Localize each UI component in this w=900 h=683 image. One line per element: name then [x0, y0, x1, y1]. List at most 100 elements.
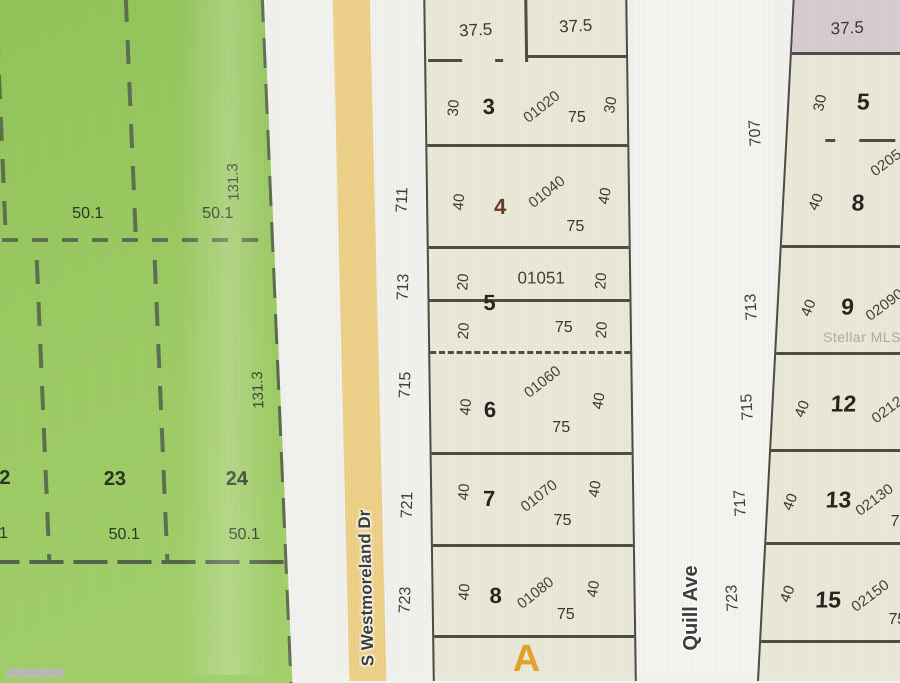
lot-5-front: 20 — [454, 272, 473, 292]
dim-label: 50.1 — [228, 526, 261, 543]
lot-8-front2: 40 — [583, 579, 604, 599]
parcel-boundary-line — [0, 33, 8, 235]
street-number-717-quill: 717 — [731, 489, 750, 517]
lot-8-number: 8 — [489, 583, 502, 608]
lot-4-cell[interactable]: 40 4 01040 40 75 — [427, 147, 629, 249]
right-lot-12-number: 12 — [830, 390, 858, 417]
street-number-711: 711 — [393, 186, 412, 214]
center-parcel-block[interactable]: 37.5 37.5 30 3 01020 75 30 40 4 01040 40… — [423, 0, 637, 681]
left-lot-24-number: 24 — [225, 468, 249, 490]
parcel-boundary-line — [0, 560, 288, 564]
lot-4-front: 40 — [450, 192, 469, 212]
parcel-id-0212: 0212 — [868, 393, 900, 427]
parcel-boundary-line — [0, 238, 274, 242]
lot-8-front: 40 — [455, 582, 474, 602]
street-number-715: 715 — [396, 371, 415, 399]
right-lot-9-number: 9 — [840, 293, 855, 320]
parcel-id-02130: 02130 — [852, 480, 897, 520]
lot-5-number: 5 — [483, 290, 496, 315]
right-lot-8-cell[interactable]: 0205 40 8 — [781, 142, 900, 248]
right-lot-15-front: 40 — [776, 583, 799, 605]
right-lot-8-front: 40 — [805, 191, 828, 213]
right-lot-5-cell[interactable]: 30 5 — [787, 55, 900, 142]
street-number-721: 721 — [398, 491, 417, 519]
parcel-id-01040: 01040 — [525, 172, 569, 212]
right-lot-8-number: 8 — [850, 189, 866, 216]
parcel-id-01020: 01020 — [520, 87, 564, 127]
westmoreland-road[interactable]: S Westmoreland Dr — [332, 0, 387, 681]
left-parcel-block[interactable]: 131.3 131.3 50.1 50.1 2 23 24 50.1 50.1 … — [0, 0, 293, 683]
lot-3-front: 30 — [444, 98, 463, 118]
right-lot-5-front: 30 — [810, 93, 831, 113]
right-lot-15-cell[interactable]: 40 15 02150 75 — [760, 545, 900, 643]
right-lot-5-number: 5 — [856, 88, 871, 115]
lot-5-depth: 75 — [554, 319, 573, 336]
lot-5-front2: 20 — [592, 271, 611, 291]
right-lot-13-front: 40 — [779, 491, 802, 513]
parcel-id-01070: 01070 — [517, 476, 561, 516]
parcel-id-01051: 01051 — [517, 268, 565, 288]
lot-6-cell[interactable]: 40 6 01060 40 75 — [430, 354, 632, 455]
lot-7-front: 40 — [455, 482, 474, 502]
parcel-id-02150: 02150 — [848, 576, 893, 616]
lot-3-front2: 30 — [601, 95, 621, 115]
lot-4-number: 4 — [493, 194, 507, 219]
lot-6-number: 6 — [483, 397, 497, 422]
lot-3-cell[interactable]: 30 3 01020 75 30 — [426, 62, 628, 147]
dim-label: 50.1 — [201, 205, 234, 222]
street-name-quill: Quill Ave — [680, 565, 702, 651]
lot-7-depth: 75 — [553, 512, 572, 529]
dim-label: 50.1 — [108, 526, 141, 543]
parcel-id-02090: 02090 — [862, 285, 900, 325]
lot-4-depth: 75 — [566, 218, 585, 235]
glare-streak — [280, 0, 340, 675]
lot-6-front2: 40 — [589, 391, 609, 411]
street-number-713: 713 — [394, 273, 413, 301]
dim-label: 37.5 — [558, 15, 593, 37]
border-segment — [525, 55, 627, 58]
parcel-boundary-line — [34, 260, 51, 560]
right-lot-9-front: 40 — [797, 297, 820, 319]
parcel-id-0205: 0205 — [867, 146, 900, 180]
right-lot-13-depth: 75 — [890, 513, 900, 530]
lot-3-depth: 75 — [567, 109, 586, 126]
lot-5-front3: 20 — [454, 321, 473, 341]
lot-5-strip-upper[interactable]: 20 01051 20 — [428, 249, 630, 302]
dim-label: 37.5 — [458, 19, 493, 41]
right-header-cell: 37.5 — [791, 0, 900, 55]
dim-label: 50.1 — [71, 205, 104, 222]
lot-8-cell[interactable]: 40 8 01080 40 75 — [432, 547, 635, 638]
lot-5-front4: 20 — [592, 320, 611, 340]
right-lot-12-front: 40 — [791, 398, 814, 420]
lot-3-number: 3 — [482, 94, 496, 119]
right-lot-12-cell[interactable]: 40 12 0212 — [770, 355, 900, 452]
right-lot-15-number: 15 — [814, 586, 842, 613]
bottom-left-label-box — [6, 668, 64, 678]
left-lot-23-number: 23 — [103, 468, 127, 490]
parcel-boundary-line — [123, 0, 138, 235]
dim-label: 131.3 — [224, 163, 243, 201]
right-lot-13-cell[interactable]: 40 13 02130 75 — [766, 452, 900, 545]
dim-label: 131.3 — [248, 371, 268, 409]
lot-8-depth: 75 — [556, 606, 575, 623]
lot-7-cell[interactable]: 40 7 01070 40 75 — [431, 455, 633, 547]
lot-4-front2: 40 — [595, 186, 615, 206]
lot-5-strip-lower[interactable]: 20 75 20 — [429, 302, 631, 354]
lot-6-depth: 75 — [552, 419, 571, 436]
watermark: Stellar MLS — [823, 329, 900, 345]
block-letter-a: A — [512, 638, 541, 680]
street-number-723: 723 — [396, 586, 415, 614]
quill-road[interactable]: Quill Ave — [634, 0, 774, 675]
parcel-id-01060: 01060 — [521, 362, 565, 402]
dim-label: 37.5 — [830, 17, 864, 39]
street-number-715-quill: 715 — [738, 393, 757, 421]
right-lot-15-depth: 75 — [887, 611, 900, 628]
header-dims-row: 37.5 37.5 — [425, 0, 627, 62]
street-name-westmoreland: S Westmoreland Dr — [354, 509, 378, 667]
right-lot-13-number: 13 — [825, 486, 852, 513]
street-number-723-quill: 723 — [723, 584, 742, 612]
lot-6-front: 40 — [456, 397, 476, 417]
parcel-boundary-line — [152, 260, 169, 560]
left-lot-partial-number: 2 — [0, 467, 11, 489]
